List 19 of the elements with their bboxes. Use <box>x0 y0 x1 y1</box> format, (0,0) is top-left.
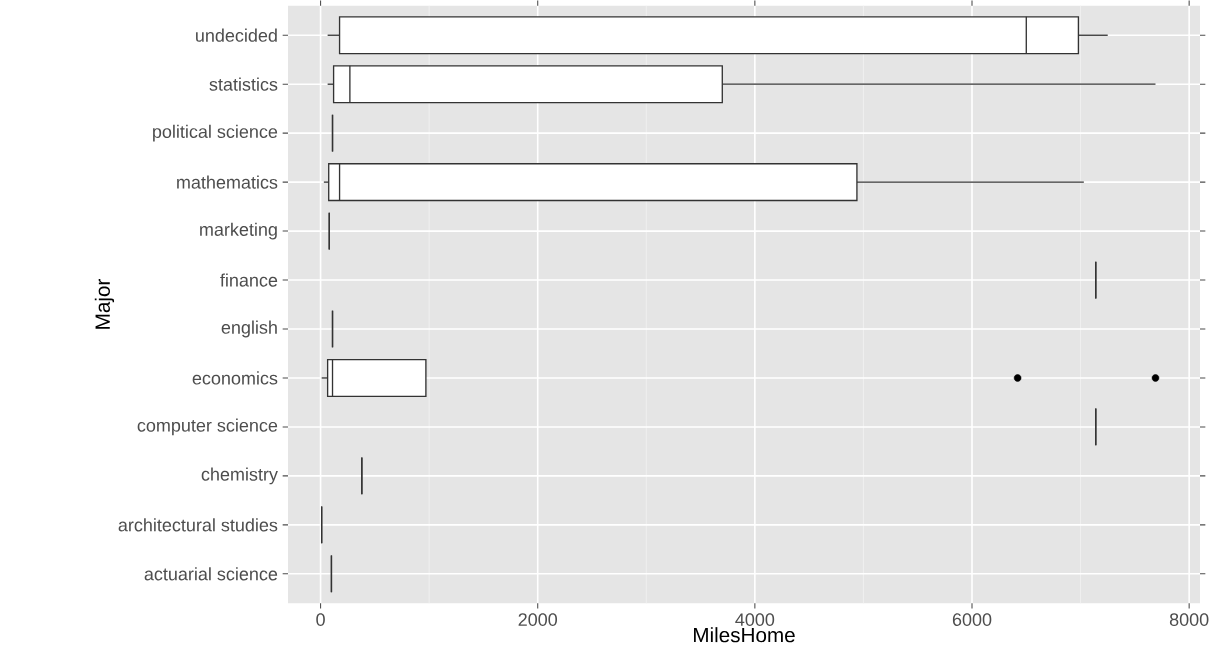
y-tick-label: statistics <box>209 77 278 91</box>
y-axis-title: Major <box>94 279 115 329</box>
y-tick-label: mathematics <box>177 175 278 189</box>
y-tick-label: undecided <box>196 28 277 42</box>
y-tick-label: finance <box>220 273 278 287</box>
y-tick-label: actuarial science <box>144 567 278 581</box>
y-tick-label: economics <box>192 371 278 385</box>
y-tick-label: chemistry <box>201 467 278 485</box>
x-tick-label: 6000 <box>952 613 992 627</box>
x-axis-title: MilesHome <box>694 627 795 643</box>
x-tick-label: 0 <box>316 613 325 627</box>
x-tick-label: 2000 <box>518 613 558 627</box>
y-tick-label: political science <box>153 124 278 142</box>
x-tick-label: 8000 <box>1169 613 1209 627</box>
y-tick-label: marketing <box>200 222 277 240</box>
x-tick-label: 4000 <box>735 613 775 627</box>
y-tick-label: architectural studies <box>118 518 278 532</box>
y-tick-label: english <box>221 320 277 338</box>
y-tick-label: computer science <box>137 418 278 436</box>
